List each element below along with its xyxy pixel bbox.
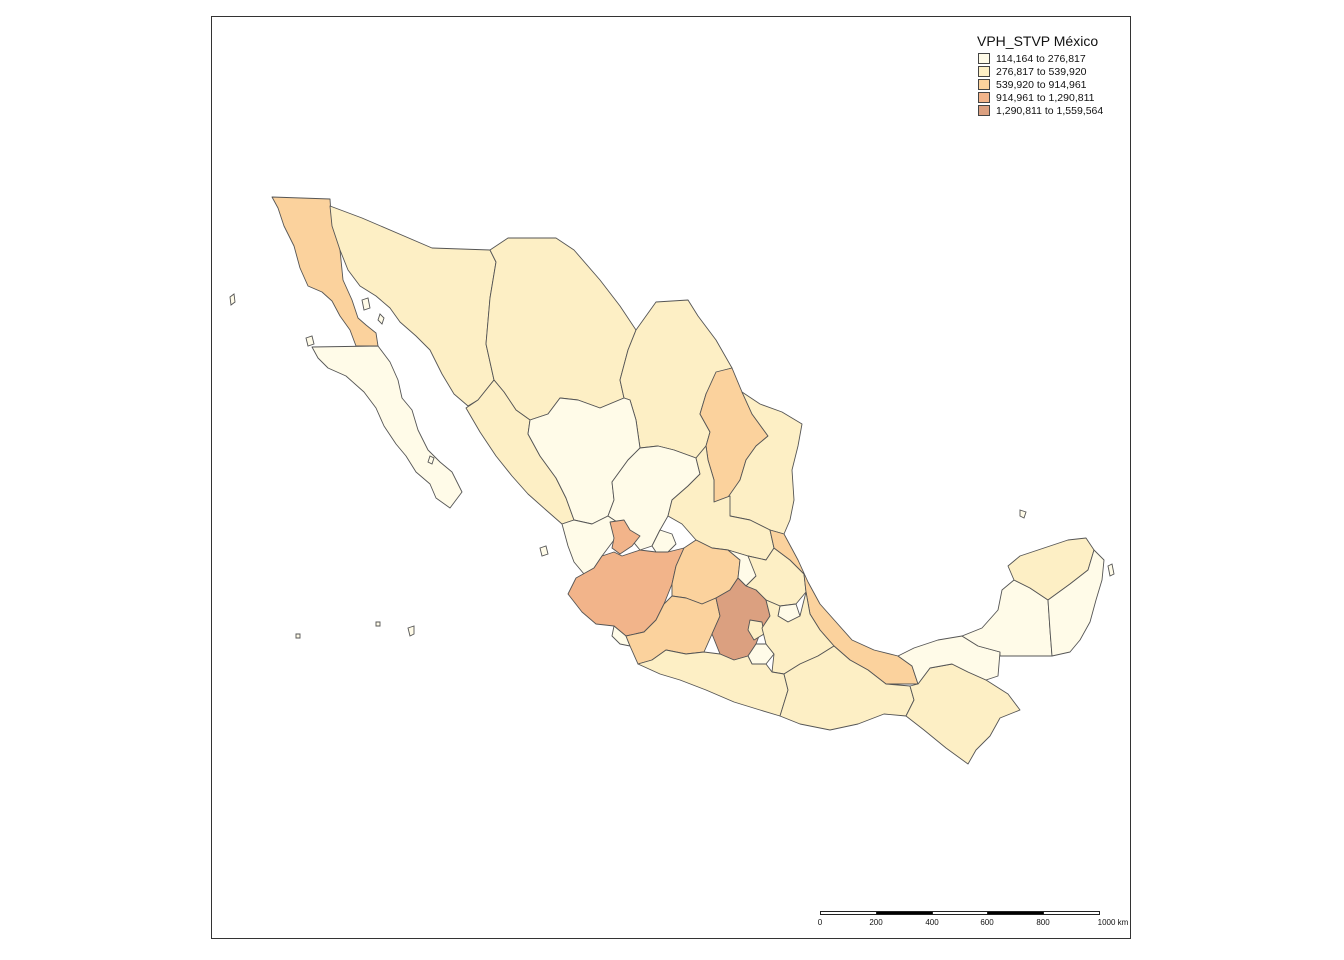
legend-item: 539,920 to 914,961 <box>977 78 1127 91</box>
scale-segment <box>1043 911 1100 915</box>
region-chiapas[interactable] <box>905 663 1021 765</box>
legend-item: 114,164 to 276,817 <box>977 52 1127 65</box>
island-cedros <box>305 335 315 347</box>
region-cdmx[interactable] <box>747 619 765 641</box>
island-guadalupe <box>229 293 236 306</box>
legend-title: VPH_STVP México <box>977 33 1099 49</box>
island-gulf-1 <box>377 313 385 325</box>
region-chihuahua[interactable] <box>485 237 637 421</box>
legend-swatch <box>978 53 990 64</box>
region-colima[interactable] <box>611 625 631 647</box>
scale-segment <box>876 911 933 915</box>
island-revillagigedo-2 <box>375 621 381 627</box>
island-marias <box>539 545 549 557</box>
scale-segment <box>820 911 877 915</box>
legend-label: 914,961 to 1,290,811 <box>996 91 1095 104</box>
island-gulf-2 <box>427 455 435 465</box>
island-gulf-3 <box>1019 509 1027 519</box>
scale-segment <box>987 911 1044 915</box>
scale-tick-label: 200 <box>869 918 883 927</box>
scale-tick-label: 0 <box>817 918 823 927</box>
legend-item: 1,290,811 to 1,559,564 <box>977 104 1127 117</box>
region-tabasco[interactable] <box>897 635 1001 685</box>
map-legend: VPH_STVP México 114,164 to 276,817 276,8… <box>977 33 1127 117</box>
legend-item: 276,817 to 539,920 <box>977 65 1127 78</box>
region-jalisco[interactable] <box>567 547 685 637</box>
legend-label: 114,164 to 276,817 <box>996 52 1086 65</box>
scale-tick-label: 1000 km <box>1097 918 1129 927</box>
island-cozumel <box>1107 563 1115 577</box>
legend-label: 276,817 to 539,920 <box>996 65 1087 78</box>
region-baja-california-sur[interactable] <box>311 345 463 509</box>
island-revillagigedo-1 <box>295 633 301 639</box>
legend-label: 539,920 to 914,961 <box>996 78 1087 91</box>
island-revillagigedo-3 <box>407 625 415 637</box>
legend-label: 1,290,811 to 1,559,564 <box>996 104 1104 117</box>
scale-segment <box>932 911 988 915</box>
legend-item: 914,961 to 1,290,811 <box>977 91 1127 104</box>
island-tiburon <box>361 297 371 311</box>
scale-tick-label: 800 <box>1036 918 1050 927</box>
region-quintana-roo[interactable] <box>1047 549 1105 657</box>
legend-swatch <box>978 105 990 116</box>
scale-tick-label: 600 <box>980 918 994 927</box>
region-jalisco-north[interactable] <box>609 519 641 555</box>
legend-swatch <box>978 79 990 90</box>
scale-bar: 0 200 400 600 800 1000 km <box>815 908 1135 932</box>
region-guerrero[interactable] <box>637 649 789 717</box>
region-veracruz[interactable] <box>769 529 919 685</box>
legend-swatch <box>978 92 990 103</box>
scale-tick-label: 400 <box>925 918 939 927</box>
legend-swatch <box>978 66 990 77</box>
region-nayarit[interactable] <box>561 515 621 575</box>
